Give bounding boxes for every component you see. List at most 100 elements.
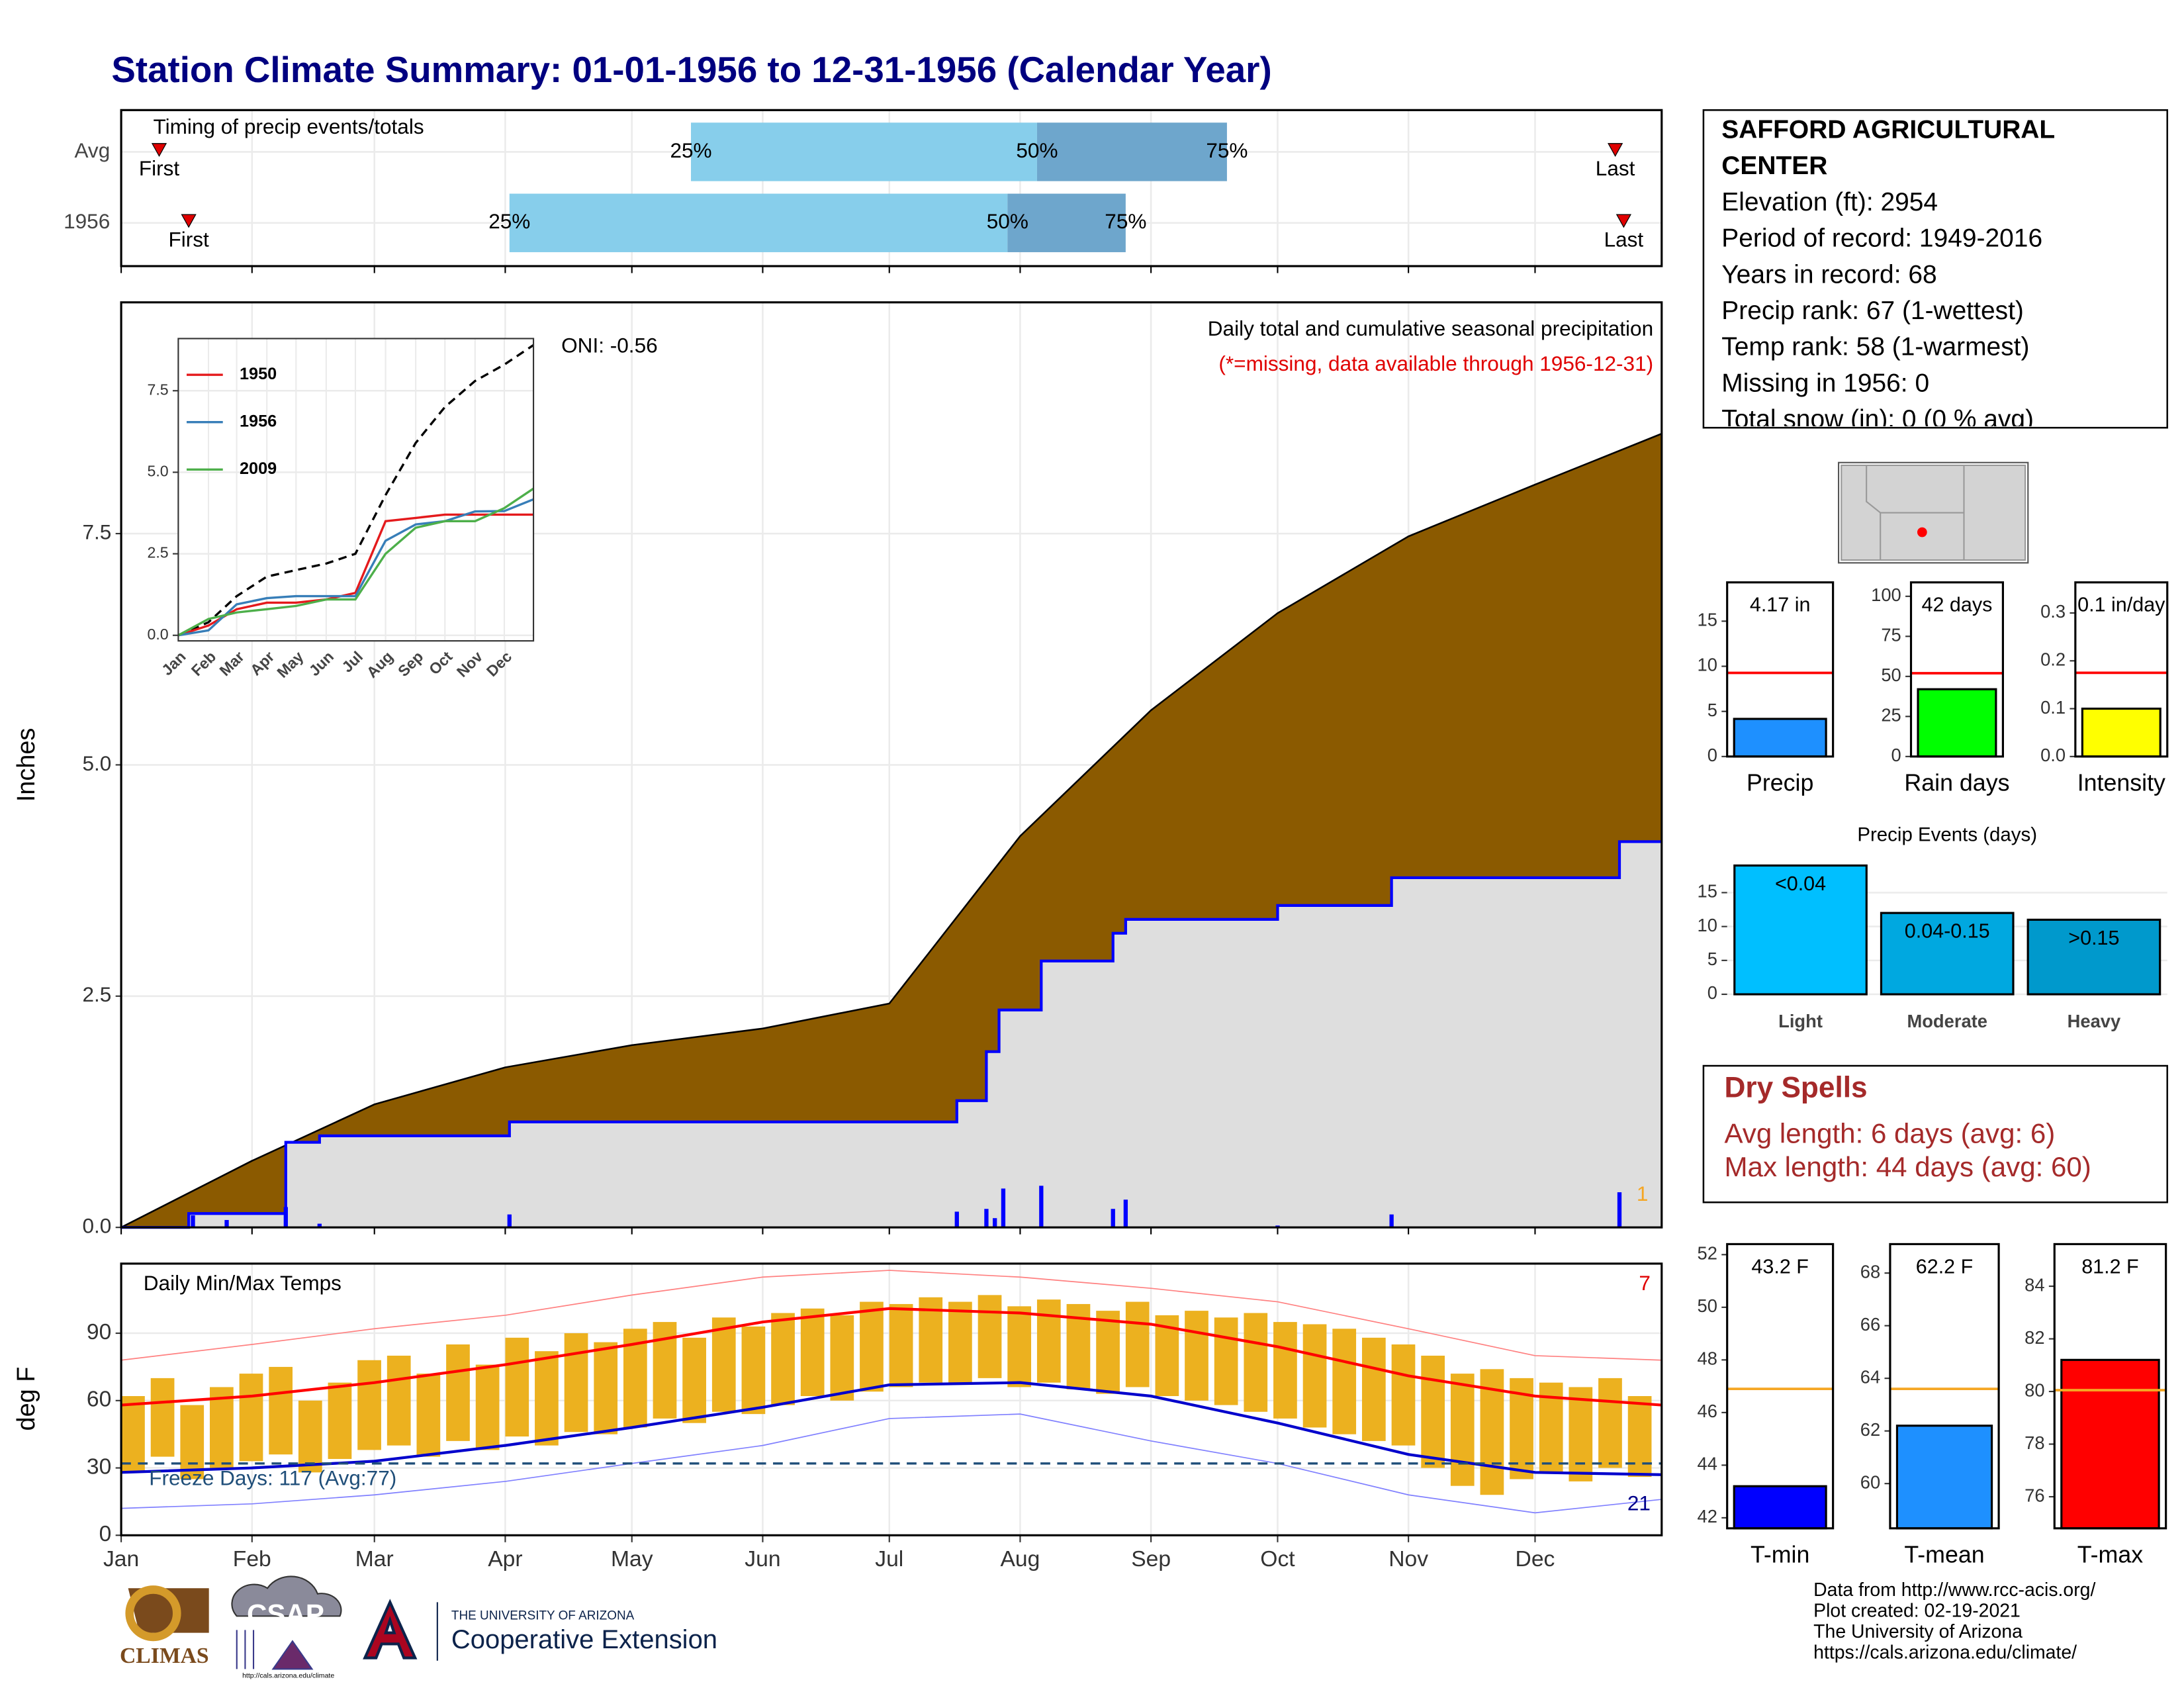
value-label: 81.2 F: [2081, 1255, 2138, 1278]
quartile-label: 50%: [1016, 138, 1058, 162]
temp-bar: [1214, 1317, 1238, 1405]
x-tick-label: Nov: [1388, 1547, 1428, 1571]
csap-logo: CSAP: [247, 1598, 324, 1629]
event-label: Last: [1604, 227, 1644, 251]
station-line: Precip rank: 67 (1-wettest): [1721, 295, 2024, 325]
y-tick-label: 60: [1860, 1472, 1880, 1492]
station-name: SAFFORD AGRICULTURAL CENTER: [1721, 114, 2055, 180]
quartile-label: 75%: [1206, 138, 1248, 162]
x-tick-label: May: [611, 1547, 653, 1571]
y-tick-label: 60: [87, 1387, 111, 1412]
climas-mark: [128, 1588, 209, 1633]
x-tick-label: Mar: [355, 1547, 394, 1571]
x-axis-label: T-max: [2077, 1541, 2143, 1568]
dry-spells-title: Dry Spells: [1724, 1072, 1867, 1104]
temp-bar: [210, 1387, 234, 1468]
y-tick-label: 7.5: [147, 381, 168, 398]
y-tick-label: 30: [87, 1454, 111, 1479]
y-tick-label: 64: [1860, 1366, 1880, 1387]
temp-bar: [889, 1303, 913, 1387]
gauge-bar: [1733, 1485, 1827, 1530]
panel-frame: [1909, 581, 2004, 758]
value-label: 43.2 F: [1751, 1255, 1808, 1278]
temp-bar: [800, 1308, 825, 1397]
station-line: Period of record: 1949-2016: [1721, 222, 2043, 252]
temp-bar: [387, 1355, 411, 1446]
x-tick-label: Jul: [875, 1547, 903, 1571]
station-line: Total snow (in): 0 (0 % avg): [1721, 404, 2034, 427]
temp-bar: [682, 1337, 706, 1423]
temp-bar: [1627, 1396, 1652, 1477]
gauge-bar: [1733, 718, 1827, 758]
y-tick-label: 0.0: [83, 1214, 112, 1238]
y-tick-label: 0.0: [147, 626, 168, 643]
temp-bar: [1421, 1355, 1445, 1468]
quartile-label: 50%: [987, 209, 1028, 233]
y-tick-label: 62: [1860, 1419, 1880, 1440]
x-tick-label: Dec: [1516, 1547, 1555, 1571]
y-tick-label: 84: [2025, 1274, 2044, 1295]
value-label: 0.1 in/day: [2077, 594, 2165, 616]
y-tick-label: 0: [99, 1522, 112, 1546]
y-tick-label: 0.1: [2040, 697, 2066, 718]
temp-bar: [771, 1313, 795, 1405]
event-label: First: [139, 156, 180, 180]
x-axis-label: Rain days: [1904, 769, 2009, 796]
y-tick-label: 50: [1881, 665, 1901, 685]
event-marker: [181, 214, 197, 228]
csap-url: http://cals.arizona.edu/climate: [242, 1672, 334, 1680]
high-count: 7: [1639, 1271, 1651, 1295]
y-tick-label: 66: [1860, 1314, 1880, 1335]
temp-bar: [1036, 1299, 1061, 1383]
station-line: Temp rank: 58 (1-warmest): [1721, 331, 2030, 361]
y-tick-label: 0.0: [2040, 745, 2066, 765]
low-count: 21: [1627, 1491, 1651, 1515]
record-low-line: [121, 1413, 1662, 1514]
panel-frame: [2053, 1243, 2167, 1530]
temp-bar: [416, 1374, 441, 1457]
station-line: Elevation (ft): 2954: [1721, 187, 1938, 216]
quartile-bar: [509, 193, 1008, 252]
bin-label: <0.04: [1775, 872, 1826, 895]
quartile-bar: [691, 122, 1037, 181]
panel-frame: [1889, 1243, 2000, 1530]
daily-bar: [954, 1211, 959, 1228]
quartile-label: 25%: [670, 138, 711, 162]
y-axis-label: Inches: [13, 728, 40, 802]
temp-bar: [1302, 1324, 1327, 1428]
credit-line: Plot created: 02-19-2021: [1813, 1601, 2021, 1622]
temp-bar: [978, 1295, 1002, 1378]
panel-frame: [120, 301, 1663, 1229]
temp-bar: [357, 1360, 381, 1450]
x-axis-label: Intensity: [2077, 769, 2165, 796]
temp-bar: [1391, 1344, 1416, 1446]
temp-bar: [446, 1344, 470, 1441]
observed-area: [121, 841, 1662, 1228]
temp-bar: [1450, 1374, 1475, 1486]
panel-frame: [120, 109, 1663, 267]
y-tick-label: 0.3: [2040, 601, 2066, 622]
csap-art: [236, 1630, 314, 1670]
temp-bar: [1244, 1313, 1268, 1412]
chart-title: Daily Min/Max Temps: [144, 1271, 341, 1295]
x-tick-label: Apr: [488, 1547, 522, 1571]
panel-frame: [2074, 581, 2169, 758]
map-borders: [1866, 465, 1965, 561]
locator-map: [1838, 461, 2029, 564]
y-tick-label: 15: [1698, 881, 1717, 902]
station-line: Years in record: 68: [1721, 259, 1937, 289]
y-tick-label: 48: [1698, 1348, 1717, 1369]
csap-cloud: [231, 1575, 342, 1617]
x-tick-label: Feb: [233, 1547, 271, 1571]
daily-bar: [191, 1215, 195, 1228]
series-line: [177, 487, 534, 637]
climas-ring: [125, 1585, 181, 1642]
series-line: [177, 513, 534, 637]
temp-bar: [741, 1326, 766, 1415]
panel-frame: [120, 1262, 1663, 1536]
y-tick-label: 82: [2025, 1327, 2044, 1348]
daily-bar: [1123, 1199, 1128, 1228]
row-label: 1956: [64, 209, 110, 233]
bar: [1733, 864, 1868, 996]
y-tick-label: 0: [1891, 745, 1901, 765]
